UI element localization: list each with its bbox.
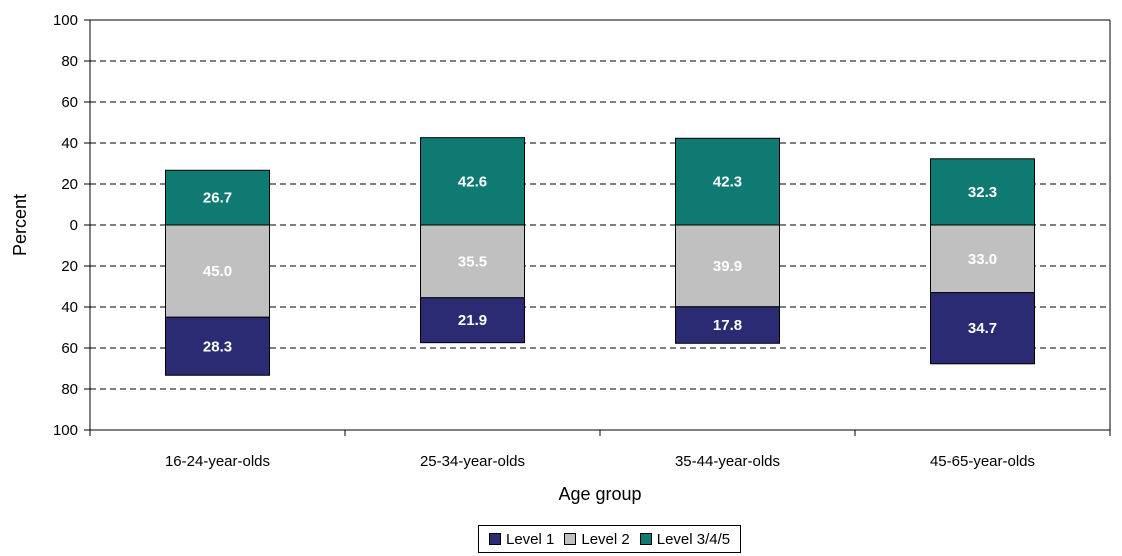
x-category-label: 25-34-year-olds bbox=[420, 453, 525, 470]
legend: Level 1 Level 2 Level 3/4/5 bbox=[478, 525, 742, 553]
bar-level-3-4-5 bbox=[420, 137, 525, 226]
bar-label-level-1: 17.8 bbox=[713, 317, 742, 334]
bar-level-3-4-5 bbox=[165, 169, 270, 226]
y-tick-label: 40 bbox=[61, 299, 78, 316]
y-tick-label: 20 bbox=[61, 176, 78, 193]
legend-item: Level 3/4/5 bbox=[639, 530, 731, 548]
legend-swatch bbox=[489, 533, 501, 545]
y-tick-label: 80 bbox=[61, 53, 78, 70]
bar-level-1 bbox=[930, 292, 1035, 365]
bar-label-level-3-4-5: 26.7 bbox=[203, 190, 232, 207]
bar-level-2 bbox=[165, 224, 270, 318]
legend-item: Level 1 bbox=[489, 531, 554, 548]
x-category-label: 35-44-year-olds bbox=[675, 453, 780, 470]
y-tick-label: 80 bbox=[61, 381, 78, 398]
bar-label-level-2: 39.9 bbox=[713, 258, 742, 275]
bar-level-2 bbox=[930, 224, 1035, 294]
legend-label: Level 3/4/5 bbox=[656, 530, 731, 548]
bar-label-level-2: 33.0 bbox=[968, 251, 997, 268]
chart: 100 80 60 40 20 0 20 40 60 80 100 26.7 45.0 28.3 16-24… bbox=[10, 12, 1111, 504]
x-category-label: 16-24-year-olds bbox=[165, 453, 270, 470]
legend-swatch bbox=[564, 533, 577, 545]
x-axis-title: Age group bbox=[558, 484, 641, 504]
bar-level-2 bbox=[420, 224, 525, 299]
bar-level-3-4-5 bbox=[930, 158, 1035, 226]
legend-item: Level 2 bbox=[564, 530, 630, 548]
y-tick-label: 40 bbox=[61, 135, 78, 152]
bar-label-level-1: 34.7 bbox=[968, 320, 997, 337]
bar-level-1 bbox=[420, 297, 525, 344]
y-axis-title: Percent bbox=[10, 194, 30, 256]
x-category-label: 45-65-year-olds bbox=[930, 453, 1035, 470]
y-tick-label: 0 bbox=[70, 217, 78, 234]
bar-level-2 bbox=[675, 224, 780, 308]
bar-label-level-2: 45.0 bbox=[203, 263, 232, 280]
bar-level-1 bbox=[675, 306, 780, 344]
bar-label-level-3-4-5: 32.3 bbox=[968, 184, 997, 201]
y-tick-label: 60 bbox=[61, 340, 78, 357]
bar-level-1 bbox=[165, 316, 270, 376]
bar-label-level-1: 21.9 bbox=[458, 312, 487, 329]
bar-label-level-2: 35.5 bbox=[458, 253, 487, 270]
y-tick-label: 60 bbox=[61, 94, 78, 111]
bar-label-level-1: 28.3 bbox=[203, 338, 232, 355]
legend-label: Level 2 bbox=[581, 530, 630, 548]
bar-label-level-3-4-5: 42.6 bbox=[458, 173, 487, 190]
legend-swatch bbox=[639, 533, 652, 545]
y-tick-label: 100 bbox=[53, 422, 78, 439]
y-tick-label: 100 bbox=[53, 12, 78, 29]
y-tick-label: 20 bbox=[61, 258, 78, 275]
bar-label-level-3-4-5: 42.3 bbox=[713, 174, 742, 191]
legend-label: Level 1 bbox=[506, 530, 555, 548]
